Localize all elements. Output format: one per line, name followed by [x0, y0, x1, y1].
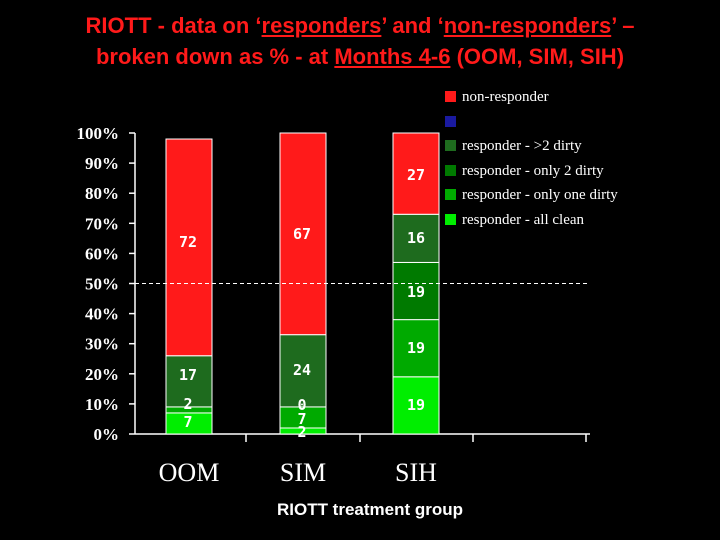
- x-tick-label: SIM: [280, 458, 326, 487]
- x-tick-label: OOM: [159, 458, 220, 487]
- bar-segment: [165, 138, 213, 357]
- legend-swatch: [445, 189, 456, 200]
- title-text: RIOTT - data on ‘: [85, 13, 262, 38]
- data-label: 67: [293, 225, 311, 243]
- y-tick-label: 40%: [85, 305, 119, 324]
- legend-label: responder - >2 dirty: [462, 138, 582, 154]
- data-label: 27: [407, 166, 425, 184]
- data-label: 17: [179, 366, 197, 384]
- title-responders: responders: [261, 13, 382, 38]
- y-tick-label: 20%: [85, 365, 119, 384]
- bar-segment: [392, 213, 440, 263]
- data-label: 2: [183, 395, 192, 413]
- data-label: 16: [407, 229, 425, 247]
- y-tick-label: 90%: [85, 154, 119, 173]
- title-text: (OOM, SIM, SIH): [450, 44, 625, 69]
- chart-title: RIOTT - data on ‘responders’ and ‘non-re…: [0, 10, 720, 72]
- bar-segment: [279, 132, 327, 336]
- legend-swatch: [445, 164, 456, 176]
- legend-label: non-responder: [462, 89, 549, 105]
- y-tick-label: 30%: [85, 335, 119, 354]
- data-label: 19: [407, 283, 425, 301]
- data-label: 2: [297, 423, 306, 441]
- legend-swatch: [445, 213, 456, 225]
- y-tick-label: 70%: [85, 214, 119, 233]
- x-tick-label: SIH: [395, 458, 437, 487]
- y-tick-label: 60%: [85, 244, 119, 263]
- data-label: 19: [407, 396, 425, 414]
- title-text: ’ and ‘: [381, 13, 444, 38]
- data-label: 0: [297, 396, 306, 414]
- y-tick-label: 80%: [85, 184, 119, 203]
- bar-segment: [392, 261, 440, 321]
- data-label: 24: [293, 361, 311, 379]
- data-label: 7: [297, 410, 306, 428]
- data-label: 72: [179, 233, 197, 251]
- title-non-responders: non-responders: [443, 13, 612, 38]
- bar-segment: [165, 355, 213, 408]
- legend-label: responder - only one dirty: [462, 187, 618, 203]
- y-tick-label: 0%: [94, 425, 120, 444]
- data-label: 7: [183, 413, 192, 431]
- legend-swatch: [445, 91, 456, 102]
- legend-label: responder - all clean: [462, 211, 585, 228]
- title-text: broken down as % - at: [95, 44, 335, 69]
- legend-swatch: [445, 140, 456, 151]
- x-axis-title: RIOTT treatment group: [276, 500, 464, 519]
- y-tick-label: 100%: [77, 124, 120, 143]
- bar-segment: [279, 334, 327, 408]
- legend-swatch: [445, 115, 456, 127]
- title-line-2: broken down as % - at Months 4-6 (OOM, S…: [0, 41, 720, 72]
- y-tick-label: 50%: [85, 275, 119, 294]
- title-text: ’ –: [611, 13, 635, 38]
- title-line-1: RIOTT - data on ‘responders’ and ‘non-re…: [0, 10, 720, 41]
- legend-label: responder - only 2 dirty: [462, 162, 604, 179]
- bar-segment: [392, 132, 440, 215]
- data-label: 19: [407, 339, 425, 357]
- y-tick-label: 10%: [85, 395, 119, 414]
- title-months: Months 4-6: [334, 44, 451, 69]
